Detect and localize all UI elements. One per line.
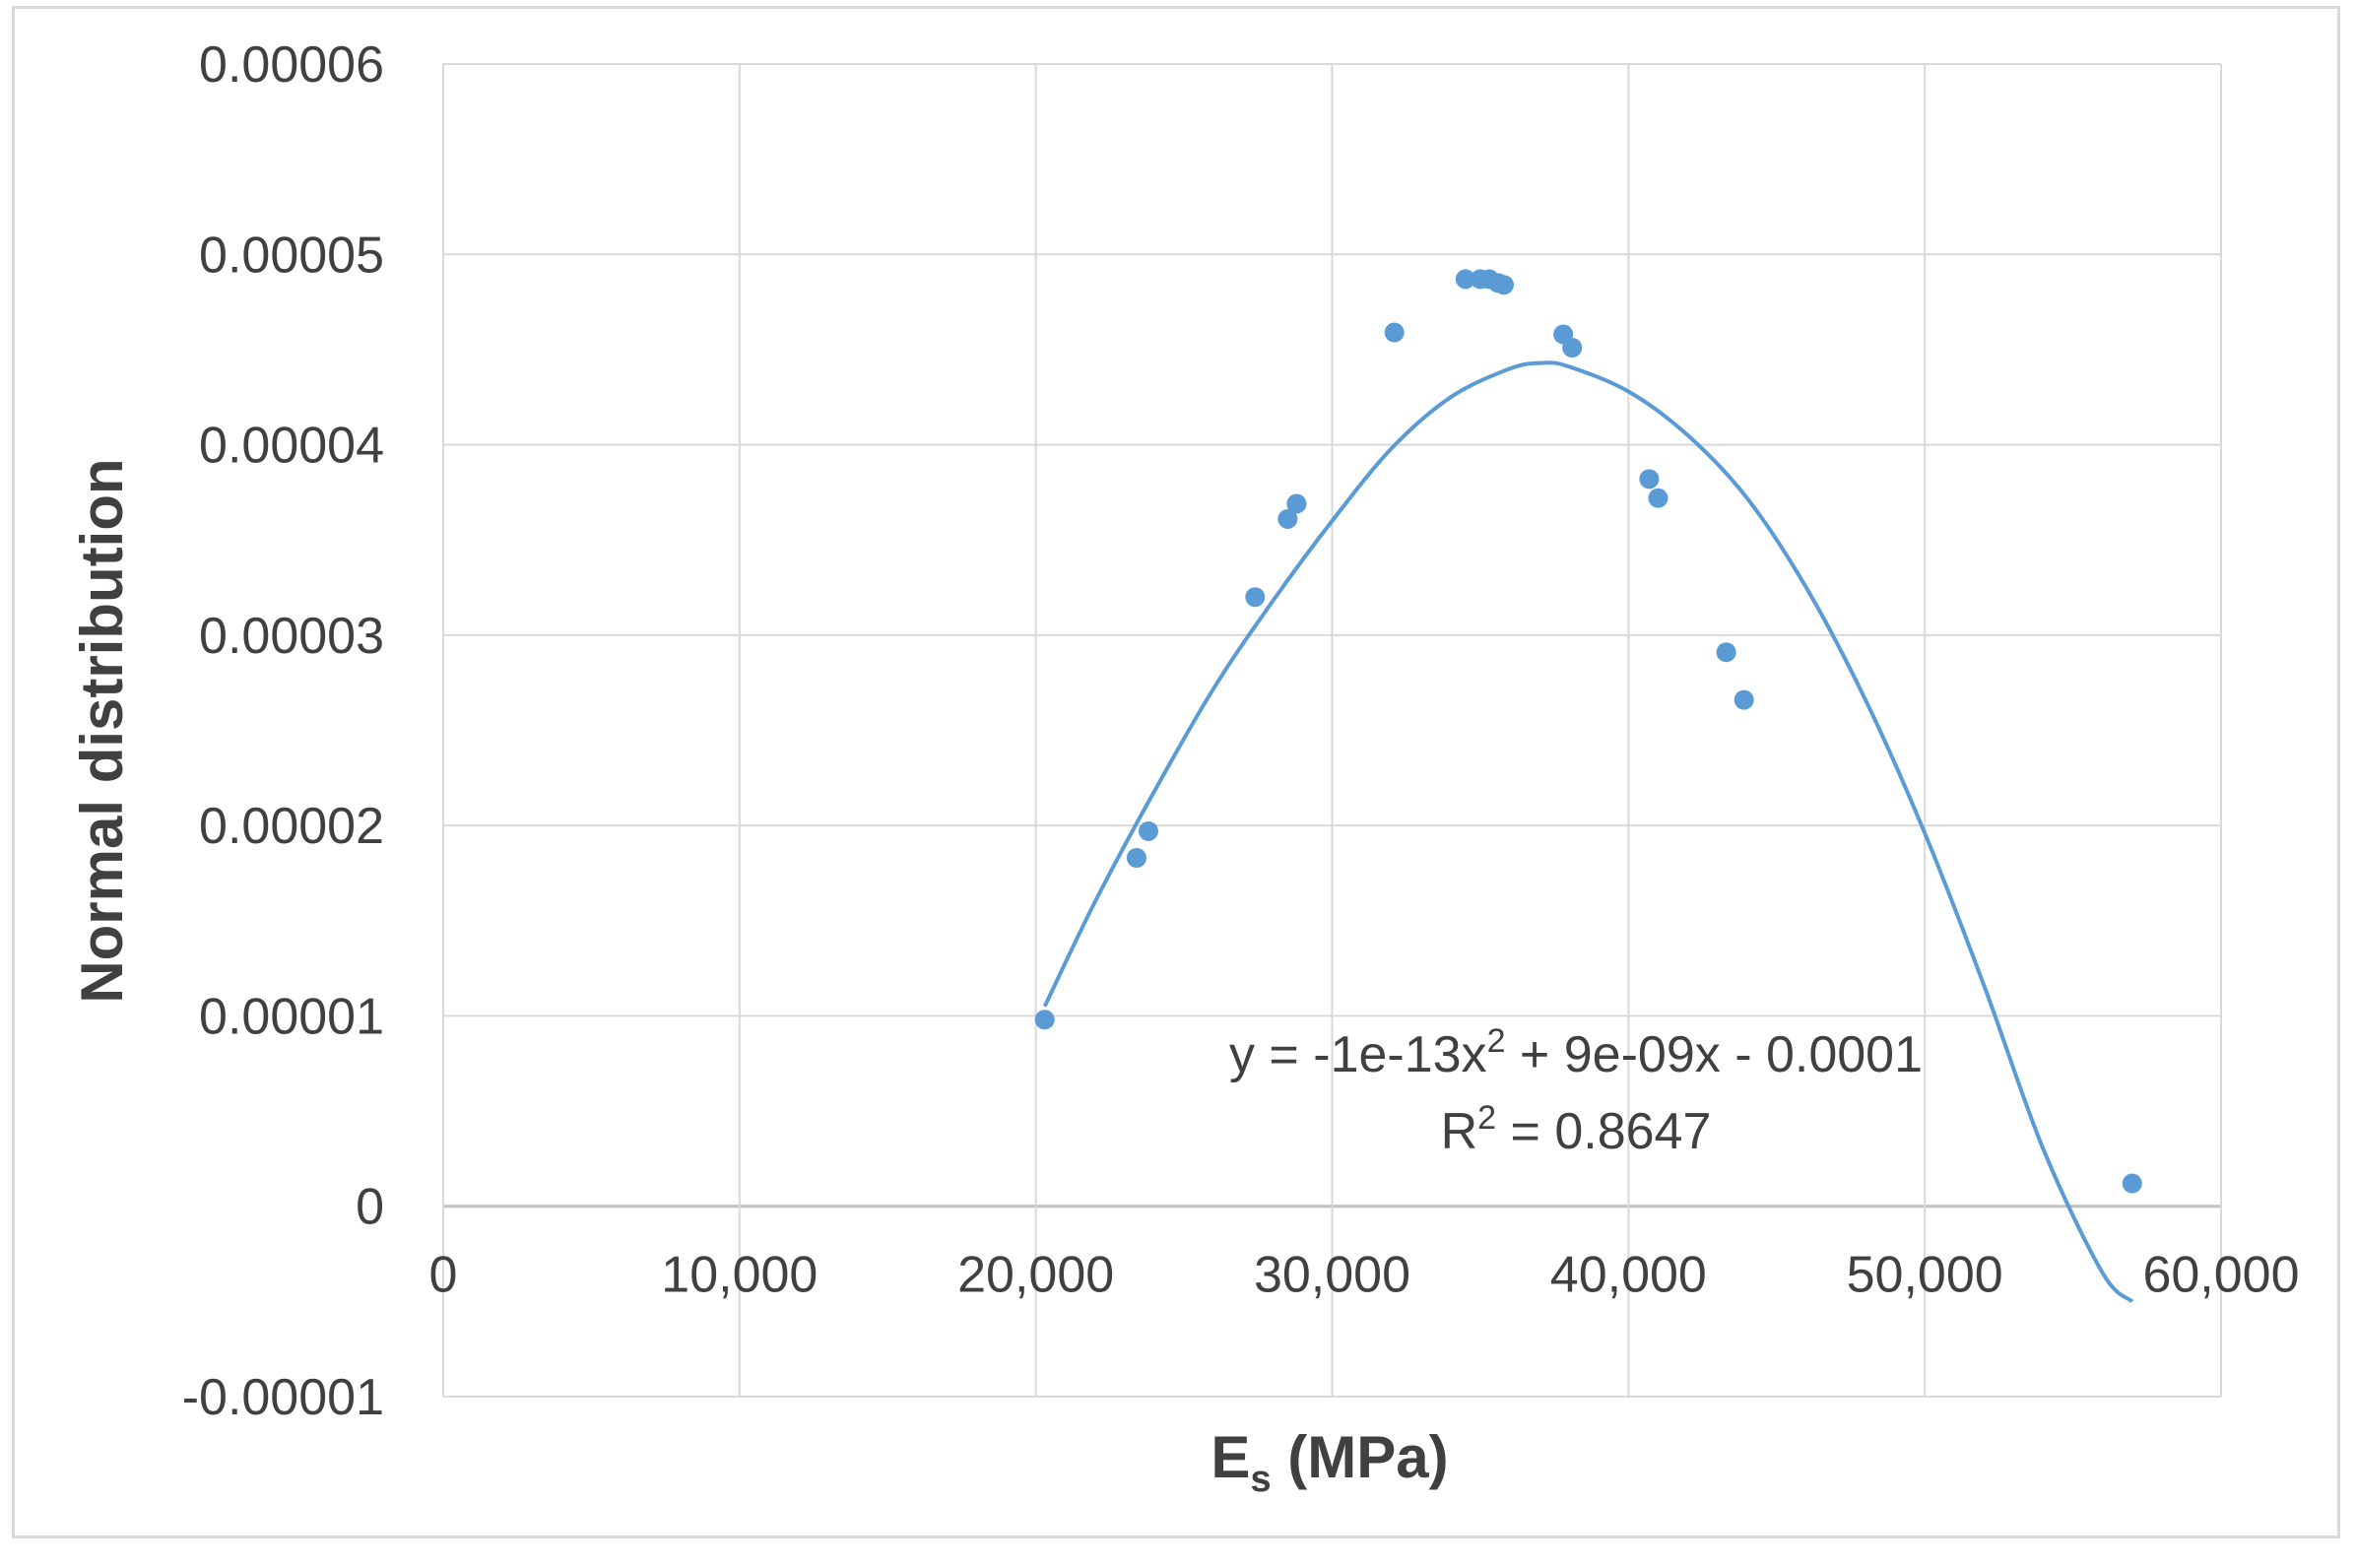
data-point — [1286, 493, 1307, 514]
superscript: 2 — [1477, 1099, 1496, 1137]
superscript: 2 — [1487, 1022, 1506, 1060]
y-tick-label: 0 — [356, 1179, 384, 1236]
tick-labels: -0.00001 0 0.00001 0.00002 0.00003 0.00004 0.0… — [182, 36, 2300, 1426]
x-tick-label: 0 — [429, 1247, 458, 1304]
data-point — [1562, 337, 1583, 358]
y-tick-label: 0.00004 — [199, 418, 384, 475]
x-tick-label: 50,000 — [1847, 1247, 2003, 1304]
x-axis-title-main: E — [1211, 1424, 1250, 1490]
annotation-part: y = -1e-13x — [1229, 1026, 1487, 1083]
data-point — [1277, 508, 1298, 529]
y-tick-label: 0.00002 — [199, 798, 384, 855]
y-axis-title: Normal distribution — [69, 458, 135, 1003]
y-tick-label: 0.00003 — [199, 608, 384, 665]
grid-layer — [442, 63, 2222, 1398]
annotation-part: + 9e-09x - 0.0001 — [1505, 1026, 1923, 1083]
data-point — [2122, 1173, 2142, 1194]
annotation-part: = 0.8647 — [1496, 1103, 1711, 1160]
data-point — [1138, 820, 1158, 841]
data-point — [1245, 587, 1266, 608]
data-point — [1639, 469, 1660, 490]
x-tick-label: 30,000 — [1254, 1247, 1410, 1304]
data-point — [1716, 642, 1736, 663]
trendline-layer — [1042, 360, 2134, 1303]
data-point — [1648, 488, 1669, 508]
trendline-equation: y = -1e-13x2 + 9e-09x - 0.0001 — [1229, 1022, 1923, 1083]
data-point — [1455, 269, 1475, 290]
data-point — [1493, 275, 1514, 295]
data-points-layer — [1034, 269, 2142, 1194]
x-axis-title-subscript: s — [1250, 1459, 1271, 1500]
r-squared-label: R2 = 0.8647 — [1441, 1099, 1712, 1160]
data-point — [1034, 1010, 1055, 1030]
data-point — [1384, 322, 1405, 343]
x-tick-label: 20,000 — [957, 1247, 1114, 1304]
y-tick-label: 0.00006 — [199, 36, 384, 94]
annotation-part: R — [1441, 1103, 1478, 1160]
y-tick-label: 0.00001 — [199, 988, 384, 1045]
x-tick-label: 40,000 — [1550, 1247, 1707, 1304]
y-tick-label: -0.00001 — [182, 1369, 384, 1426]
data-point — [1734, 689, 1754, 710]
chart-frame — [12, 6, 2340, 1538]
trendline-curve — [1042, 360, 2134, 1303]
x-axis-title-suffix: (MPa) — [1272, 1424, 1449, 1490]
data-point — [1126, 848, 1146, 869]
y-tick-label: 0.00005 — [199, 227, 384, 284]
x-axis-title: Es (MPa) — [1211, 1424, 1448, 1500]
x-tick-label: 10,000 — [661, 1247, 818, 1304]
x-tick-label: 60,000 — [2142, 1247, 2299, 1304]
